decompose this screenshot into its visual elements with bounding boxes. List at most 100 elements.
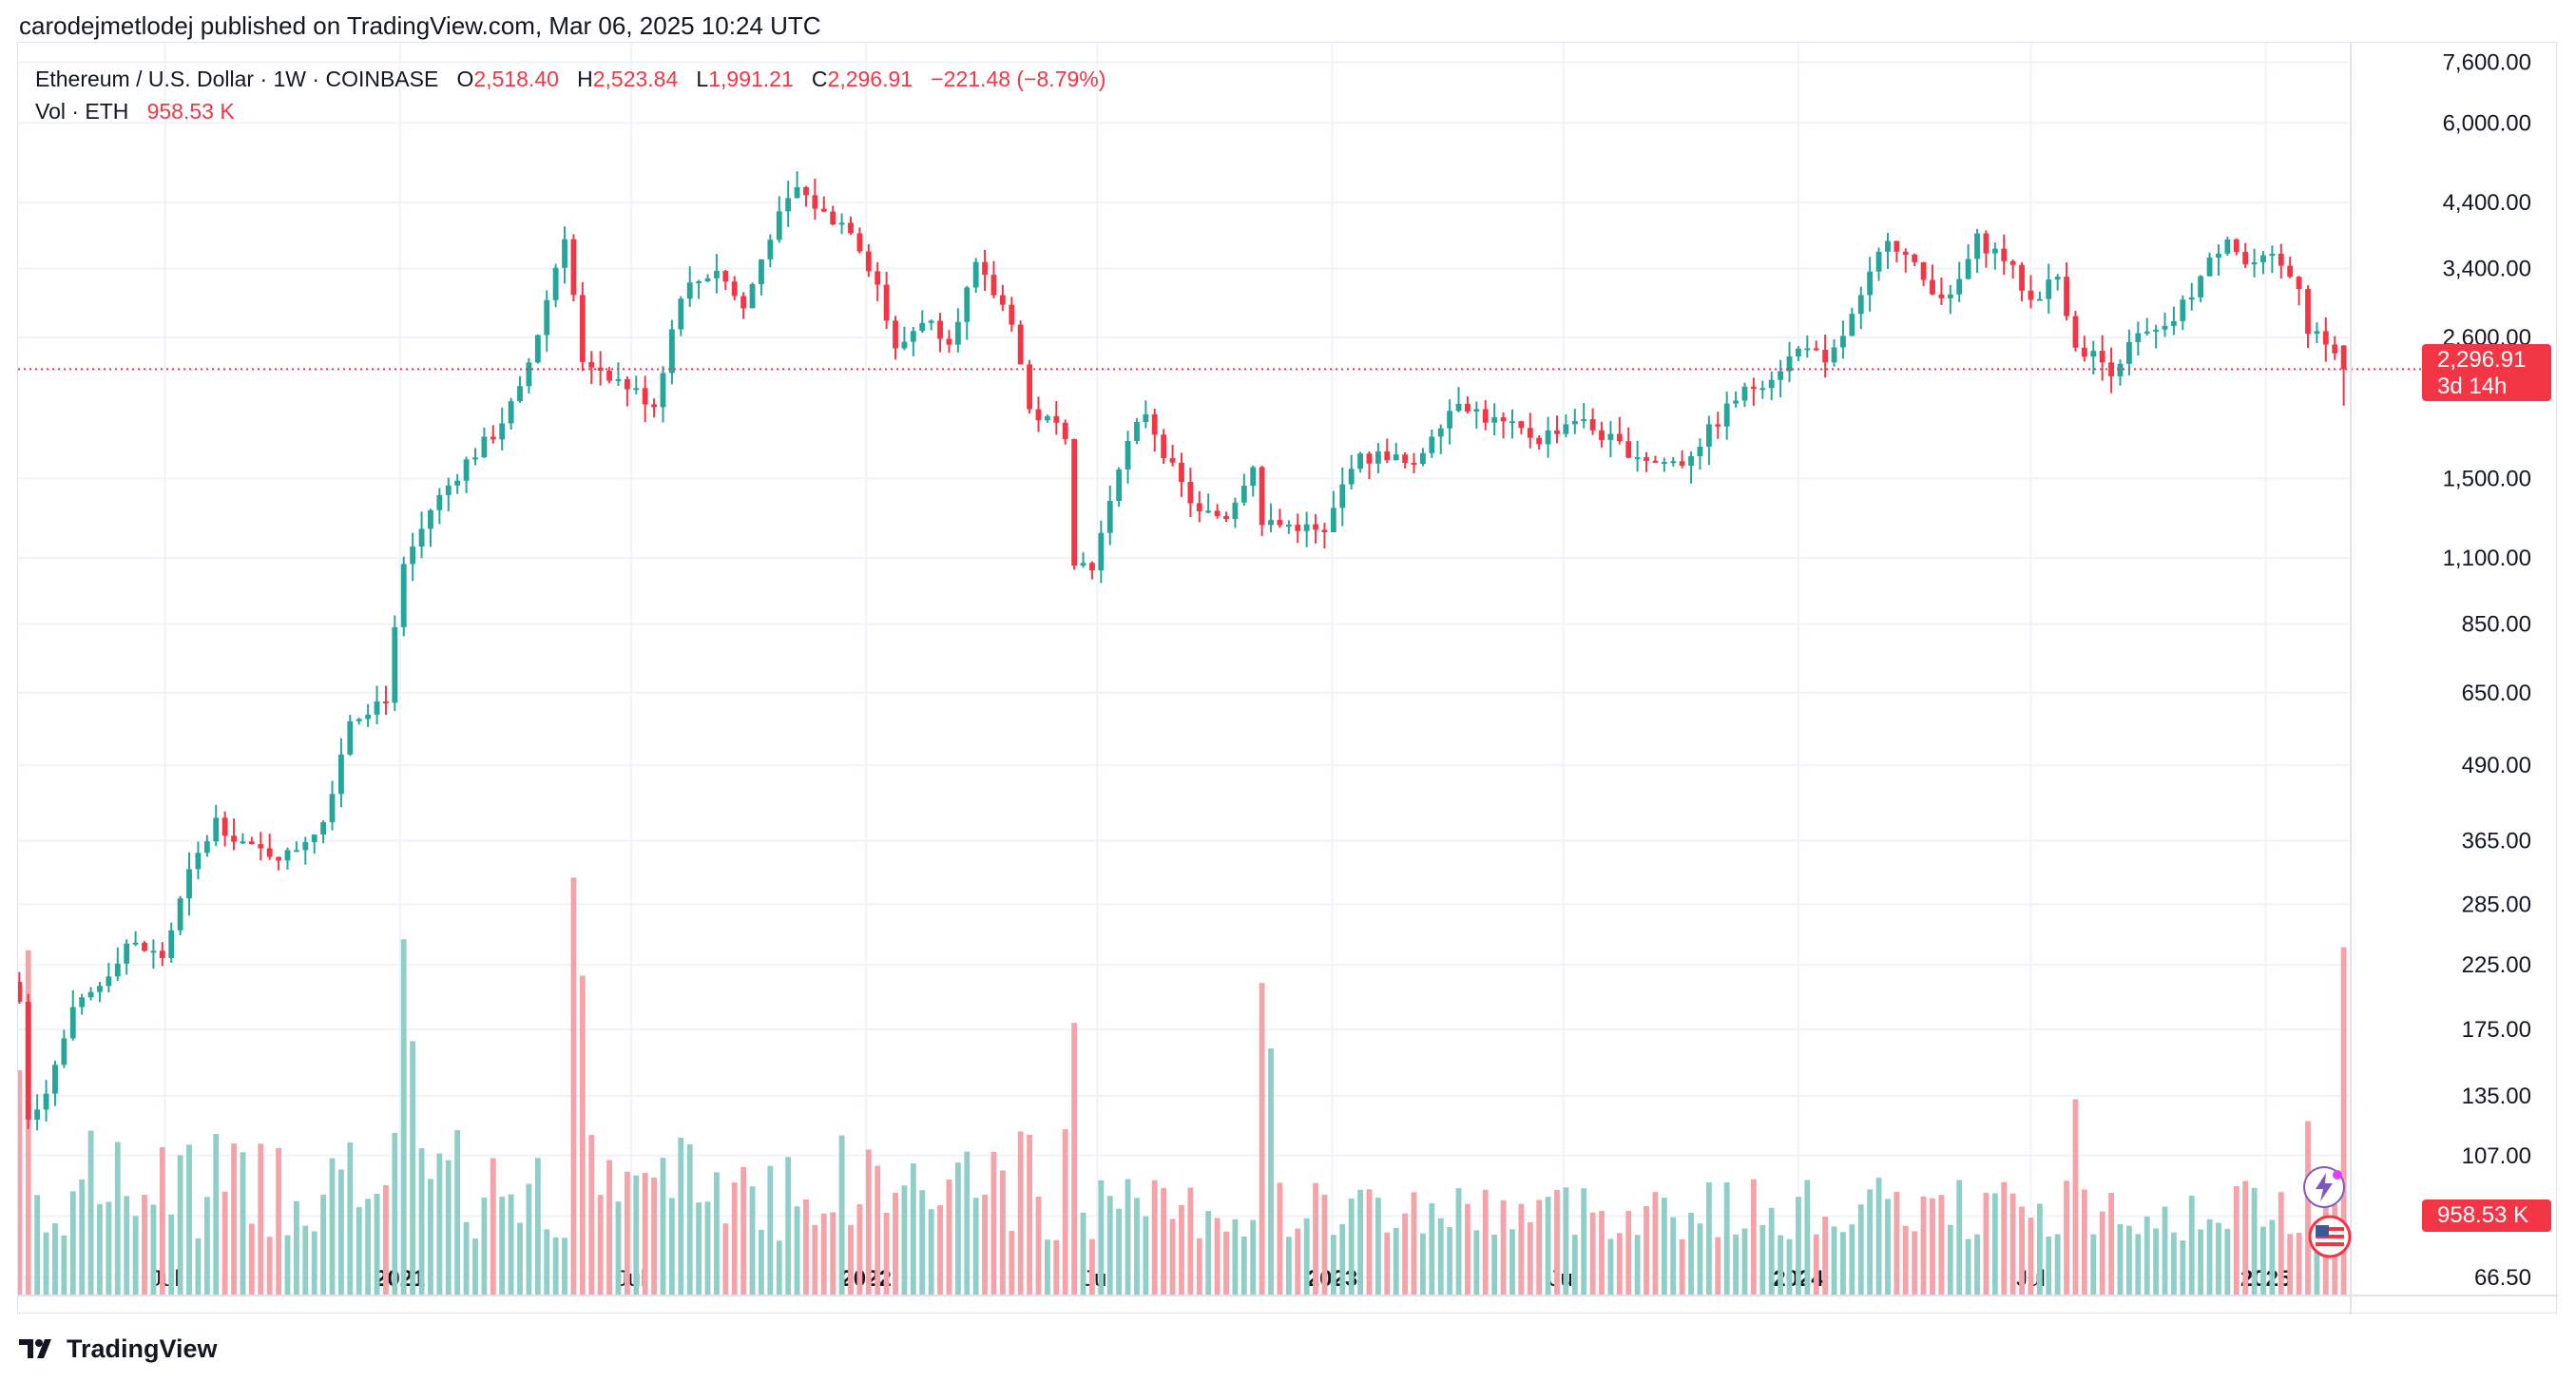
volume-bar xyxy=(472,1238,478,1296)
candle-body xyxy=(2242,252,2249,265)
candle-body xyxy=(714,271,720,278)
candle-body xyxy=(820,208,827,212)
volume-label[interactable]: Vol · ETH xyxy=(35,99,129,124)
candle-body xyxy=(499,423,506,440)
candle-body xyxy=(982,261,988,276)
candle-body xyxy=(1473,409,1480,412)
candle-body xyxy=(302,842,309,851)
candle-body xyxy=(79,997,86,1008)
volume-bar xyxy=(588,1135,595,1296)
volume-bar xyxy=(266,1237,273,1296)
candle-body xyxy=(1599,430,1605,440)
candle-body xyxy=(2269,253,2276,256)
volume-bar xyxy=(1589,1212,1596,1296)
candle-body xyxy=(1071,439,1078,566)
candle-body xyxy=(1956,278,1963,295)
candle-body xyxy=(856,233,863,252)
volume-bar xyxy=(1420,1233,1426,1296)
candle-body xyxy=(132,942,139,945)
volume-bar xyxy=(759,1229,764,1296)
candle-body xyxy=(347,720,354,755)
candle-body xyxy=(400,564,407,627)
candle-body xyxy=(1661,462,1667,465)
candle-body xyxy=(2224,239,2231,254)
volume-bar xyxy=(1554,1189,1560,1296)
low-value: 1,991.21 xyxy=(708,67,794,91)
candle-body xyxy=(2001,248,2008,261)
volume-bar xyxy=(302,1225,309,1296)
volume-bar xyxy=(1902,1225,1909,1296)
volume-bar xyxy=(526,1183,532,1296)
candle-body xyxy=(1205,510,1212,513)
candle-body xyxy=(2206,257,2213,277)
volume-bar xyxy=(1393,1227,1399,1296)
price-chart[interactable]: 7,600.006,000.004,400.003,400.002,600.00… xyxy=(18,43,2558,1315)
volume-bar xyxy=(2125,1225,2132,1296)
candle-body xyxy=(329,794,336,822)
candle-body xyxy=(1625,441,1632,458)
candle-body xyxy=(1384,451,1391,461)
volume-bar xyxy=(347,1142,354,1296)
volume-bar xyxy=(830,1212,836,1296)
chart-frame[interactable]: 7,600.00 6,000.00 4,400.00 3,400.00 2,600.00… xyxy=(17,42,2558,1315)
volume-bar xyxy=(1357,1189,1363,1296)
volume-bar xyxy=(1634,1235,1641,1296)
candle-body xyxy=(1938,294,1945,298)
volume-bar xyxy=(999,1170,1006,1296)
volume-bar xyxy=(203,1197,210,1296)
candle-body xyxy=(1062,422,1068,440)
volume-bar xyxy=(1920,1196,1927,1296)
candle-body xyxy=(1518,421,1525,429)
volume-bar xyxy=(338,1169,344,1296)
volume-bar xyxy=(1151,1180,1158,1296)
candle-body xyxy=(919,322,926,332)
volume-bar xyxy=(1867,1189,1874,1296)
volume-bar xyxy=(982,1194,988,1296)
x-tick-label: 2021 xyxy=(375,1266,425,1292)
candle-body xyxy=(642,388,648,405)
volume-bar xyxy=(1179,1204,1184,1296)
volume-bar xyxy=(195,1238,202,1296)
volume-bar xyxy=(893,1192,898,1296)
volume-bar xyxy=(2081,1189,2087,1296)
symbol-label[interactable]: Ethereum / U.S. Dollar · 1W · COINBASE xyxy=(35,67,439,91)
candle-body xyxy=(1402,454,1409,463)
candle-body xyxy=(740,296,747,309)
candle-body xyxy=(1813,348,1819,351)
candle-body xyxy=(686,282,693,299)
volume-bar xyxy=(1447,1227,1453,1296)
volume-bar xyxy=(2251,1187,2258,1296)
candle-body xyxy=(1196,503,1202,511)
candle-body xyxy=(776,211,782,240)
lightning-sparkle-icon[interactable] xyxy=(2302,1165,2346,1209)
candle-body xyxy=(1232,502,1239,520)
volume-bar xyxy=(490,1158,496,1296)
candle-body xyxy=(830,211,836,225)
candle-body xyxy=(1840,336,1846,348)
candle-body xyxy=(1151,413,1158,435)
volume-bar xyxy=(2054,1234,2061,1296)
tradingview-footer[interactable]: TradingView xyxy=(19,1333,218,1365)
candle-body xyxy=(1134,422,1140,441)
volume-bar xyxy=(1240,1236,1247,1296)
candle-body xyxy=(1089,563,1095,570)
volume-bar xyxy=(114,1142,121,1296)
volume-bar xyxy=(1571,1234,1578,1296)
candle-body xyxy=(954,321,961,345)
volume-bar xyxy=(1205,1211,1212,1296)
candle-body xyxy=(1214,510,1221,516)
us-flag-icon[interactable] xyxy=(2308,1215,2352,1258)
candle-body xyxy=(1009,304,1015,325)
candle-body xyxy=(1581,419,1587,422)
volume-bar xyxy=(1339,1223,1346,1296)
volume-bar xyxy=(43,1232,49,1296)
volume-bar xyxy=(570,877,577,1296)
candle-body xyxy=(1411,462,1417,465)
candle-body xyxy=(168,930,175,958)
volume-bar xyxy=(392,1132,398,1296)
volume-bar xyxy=(2233,1186,2240,1296)
candle-body xyxy=(1947,294,1953,298)
candle-body xyxy=(1750,386,1757,390)
volume-bar xyxy=(1607,1238,1614,1296)
candle-body xyxy=(1688,456,1694,466)
